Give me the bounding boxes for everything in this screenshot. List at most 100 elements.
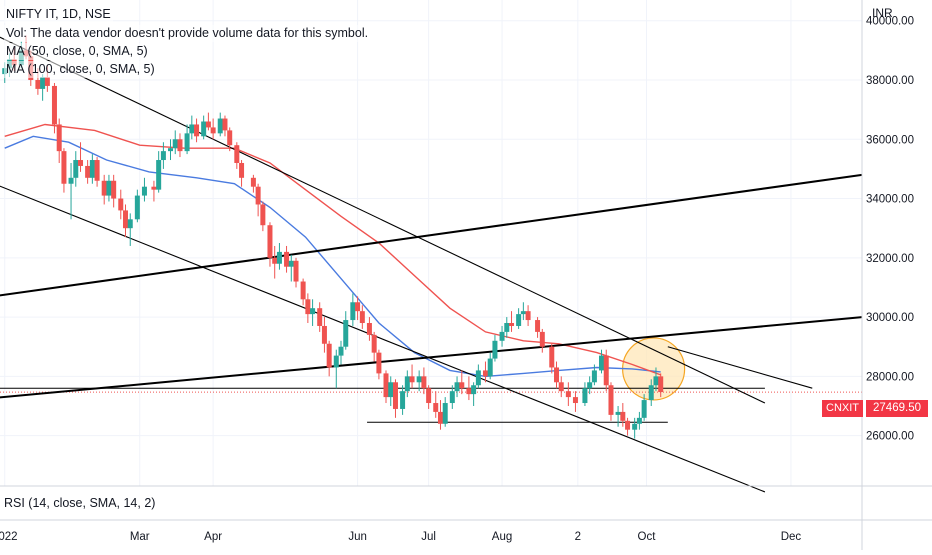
candle	[118, 189, 124, 220]
candle	[61, 148, 67, 193]
candle-body	[205, 121, 211, 128]
candle-body	[61, 151, 67, 184]
candle-body	[293, 260, 299, 282]
candle	[172, 130, 178, 155]
candle	[421, 367, 427, 395]
y-tick-label: 40000.00	[866, 16, 914, 28]
candle	[482, 361, 488, 383]
candle	[250, 174, 256, 193]
candle-body	[359, 311, 365, 324]
candle-body	[603, 355, 609, 386]
candle	[658, 373, 664, 398]
candle-body	[516, 314, 522, 326]
candle-body	[284, 251, 290, 267]
candle	[632, 417, 638, 439]
candle	[466, 376, 472, 401]
candle	[636, 411, 642, 430]
candle	[123, 204, 129, 238]
candle-body	[449, 391, 455, 404]
y-tick-label: 32000.00	[866, 253, 914, 265]
candle-body	[355, 302, 361, 312]
candle	[85, 160, 91, 184]
y-tick-label: 30000.00	[866, 312, 914, 324]
candle	[189, 115, 195, 140]
candle	[565, 382, 571, 406]
candle-body	[134, 195, 140, 220]
currency-label: INR	[872, 6, 893, 20]
ma100-legend[interactable]: MA (100, close, 0, SMA, 5)	[4, 61, 157, 78]
candle	[56, 118, 62, 163]
candle-body	[421, 376, 427, 389]
candle-body	[94, 160, 100, 181]
candle-body	[591, 370, 597, 383]
x-tick-label: Jun	[348, 531, 367, 543]
candle-body	[288, 260, 294, 267]
candle	[433, 391, 439, 418]
candle-body	[272, 257, 278, 264]
candle-body	[366, 323, 372, 335]
candle-body	[433, 403, 439, 412]
candle-body	[648, 385, 654, 401]
candle-body	[466, 388, 472, 395]
candle-body	[267, 225, 273, 258]
candle	[141, 177, 147, 202]
candle-body	[565, 391, 571, 398]
candle	[499, 325, 505, 347]
candle	[184, 124, 190, 155]
candle	[366, 317, 372, 341]
rsi-legend[interactable]: RSI (14, close, SMA, 14, 2)	[4, 496, 156, 510]
x-tick-label: 2022	[0, 531, 18, 543]
candle-body	[409, 376, 415, 383]
candle	[615, 405, 621, 427]
candle	[321, 317, 327, 353]
candle-body	[471, 385, 477, 395]
candle-body	[260, 204, 266, 226]
candle	[201, 115, 207, 140]
candle	[516, 308, 522, 329]
candle-body	[168, 148, 174, 152]
candle-body	[305, 299, 311, 315]
candle-body	[615, 411, 621, 415]
candle	[554, 361, 560, 389]
candle	[217, 112, 223, 137]
candle-body	[442, 403, 448, 424]
candle	[625, 417, 631, 436]
candle	[492, 334, 498, 362]
candle-body	[475, 370, 481, 386]
candle-body	[558, 382, 564, 392]
candle-body	[636, 417, 642, 424]
symbol-legend[interactable]: NIFTY IT, 1D, NSE	[4, 6, 113, 23]
candle	[267, 222, 273, 267]
candle	[487, 352, 493, 380]
candle	[51, 82, 57, 134]
candle	[205, 112, 211, 131]
candle	[539, 328, 545, 353]
candle-body	[321, 325, 327, 344]
candle-body	[85, 165, 91, 178]
candle	[388, 376, 394, 406]
candle-body	[40, 77, 46, 89]
candle	[376, 349, 382, 380]
candle	[641, 394, 647, 421]
candle-body	[376, 352, 382, 374]
candle	[127, 213, 133, 246]
candle	[305, 293, 311, 324]
candle-body	[89, 160, 95, 178]
candle-body	[582, 388, 588, 404]
candle-body	[492, 340, 498, 359]
candle-body	[177, 139, 183, 152]
candle	[284, 245, 290, 273]
ma100-line	[4, 135, 661, 378]
candle-body	[210, 127, 216, 134]
ma50-legend[interactable]: MA (50, close, 0, SMA, 5)	[4, 43, 150, 60]
candle-body	[160, 151, 166, 161]
candle-body	[653, 376, 659, 386]
candle	[151, 180, 157, 202]
candle-body	[234, 145, 240, 163]
candle-body	[383, 373, 389, 398]
candle	[210, 118, 216, 140]
x-tick-label: Mar	[130, 531, 150, 543]
candle	[106, 174, 112, 202]
candle-body	[658, 376, 664, 393]
